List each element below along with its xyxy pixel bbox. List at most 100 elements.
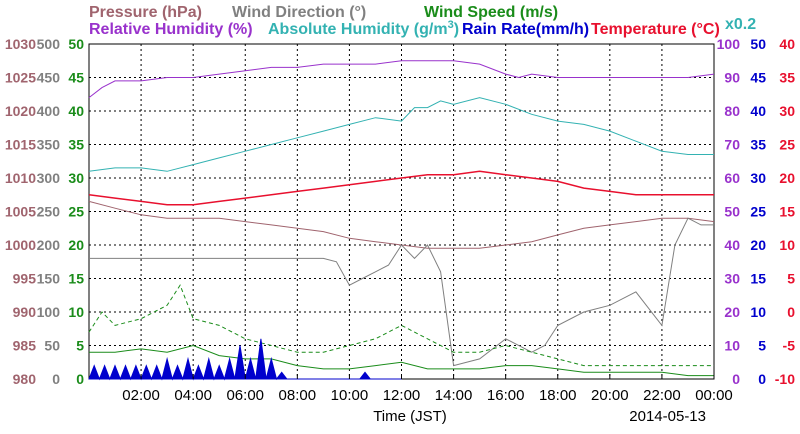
series-temperature	[88, 170, 714, 206]
series-relative-humidity	[88, 60, 715, 98]
y-tick-pressure: 1005	[5, 204, 36, 220]
x-tick-label: 10:00	[331, 387, 369, 404]
y-tick-wind-speed: 45	[68, 70, 84, 86]
y-tick-wind-dir: 300	[37, 170, 61, 186]
y-tick-wind-dir: 150	[37, 271, 61, 287]
y-tick-wind-speed: 35	[68, 137, 84, 153]
y-tick-humidity: 40	[724, 237, 740, 253]
grid-lines	[89, 44, 714, 379]
y-tick-pressure: 985	[13, 338, 37, 354]
axes-layer: 9809859909951000100510101015102010251030…	[5, 36, 795, 404]
y-tick-pressure: 1000	[5, 237, 36, 253]
y-tick-humidity: 10	[724, 338, 740, 354]
y-tick-rain: 15	[750, 271, 766, 287]
x-tick-label: 12:00	[383, 387, 421, 404]
y-tick-temp: 35	[779, 70, 795, 86]
legend: Pressure (hPa) Wind Direction (°) Wind Spe…	[89, 4, 756, 38]
series-wind-speed-gust	[88, 284, 714, 367]
x-tick-label: 18:00	[539, 387, 577, 404]
y-tick-rain: 10	[750, 304, 766, 320]
legend-wind-dir: Wind Direction (°)	[232, 4, 366, 21]
legend-rain: Rain Rate(mm/h)	[462, 21, 589, 38]
y-tick-rain: 0	[758, 371, 766, 387]
x-tick-label: 16:00	[487, 387, 525, 404]
y-tick-rain: 40	[750, 103, 766, 119]
x-tick-label: 04:00	[174, 387, 212, 404]
y-tick-temp: 25	[779, 137, 795, 153]
y-tick-pressure: 1030	[5, 36, 36, 52]
y-tick-pressure: 990	[13, 304, 37, 320]
y-tick-wind-speed: 15	[68, 271, 84, 287]
y-tick-rain: 20	[750, 237, 766, 253]
y-tick-temp: 40	[779, 36, 795, 52]
y-tick-pressure: 980	[13, 371, 37, 387]
y-tick-wind-dir: 450	[37, 70, 61, 86]
absolute-humidity-scale-note: x0.2	[725, 16, 756, 33]
y-tick-wind-speed: 50	[68, 36, 84, 52]
legend-temp: Temperature (°C)	[591, 21, 720, 38]
y-tick-rain: 25	[750, 204, 766, 220]
y-tick-rain: 45	[750, 70, 766, 86]
x-tick-label: 06:00	[226, 387, 264, 404]
y-tick-rain: 50	[750, 36, 766, 52]
y-tick-pressure: 1025	[5, 70, 36, 86]
y-tick-wind-dir: 500	[37, 36, 61, 52]
y-tick-rain: 35	[750, 137, 766, 153]
y-tick-temp: 20	[779, 170, 795, 186]
y-tick-wind-dir: 200	[37, 237, 61, 253]
y-tick-humidity: 50	[724, 204, 740, 220]
date-label: 2014-05-13	[629, 408, 706, 425]
x-tick-label: 00:00	[695, 387, 733, 404]
y-tick-temp: 30	[779, 103, 795, 119]
x-tick-label: 14:00	[435, 387, 473, 404]
y-tick-wind-speed: 40	[68, 103, 84, 119]
x-axis-label: Time (JST)	[373, 408, 447, 425]
series-absolute-humidity	[88, 97, 714, 172]
y-tick-humidity: 90	[724, 70, 740, 86]
legend-rh: Relative Humidity (%)	[89, 21, 253, 38]
series-rain-rate	[88, 338, 402, 381]
y-tick-rain: 30	[750, 170, 766, 186]
y-tick-rain: 5	[758, 338, 766, 354]
y-tick-temp: 5	[787, 271, 795, 287]
y-tick-wind-speed: 20	[68, 237, 84, 253]
y-tick-wind-speed: 0	[76, 371, 84, 387]
series-wind-speed	[89, 344, 714, 377]
y-tick-humidity: 70	[724, 137, 740, 153]
y-tick-wind-speed: 25	[68, 204, 84, 220]
y-tick-wind-dir: 400	[37, 103, 61, 119]
y-tick-wind-speed: 30	[68, 170, 84, 186]
y-tick-temp: -10	[775, 371, 795, 387]
y-tick-wind-speed: 10	[68, 304, 84, 320]
y-tick-temp: 15	[779, 204, 795, 220]
series-layer	[88, 60, 715, 381]
y-tick-wind-dir: 100	[37, 304, 61, 320]
series-wind-direction	[89, 217, 714, 367]
y-tick-wind-dir: 250	[37, 204, 61, 220]
legend-wind-speed: Wind Speed (m/s)	[424, 4, 558, 21]
y-tick-pressure: 1020	[5, 103, 36, 119]
x-tick-label: 08:00	[279, 387, 317, 404]
y-tick-wind-dir: 50	[44, 338, 60, 354]
y-tick-pressure: 1010	[5, 170, 36, 186]
y-tick-humidity: 80	[724, 103, 740, 119]
x-tick-label: 02:00	[122, 387, 160, 404]
legend-pressure: Pressure (hPa)	[89, 4, 202, 21]
x-tick-label: 22:00	[643, 387, 681, 404]
y-tick-humidity: 100	[717, 36, 741, 52]
y-tick-pressure: 1015	[5, 137, 36, 153]
legend-ah: Absolute Humidity (g/m3)	[268, 19, 459, 38]
y-tick-wind-dir: 0	[52, 371, 60, 387]
y-tick-wind-speed: 5	[76, 338, 84, 354]
y-tick-humidity: 30	[724, 271, 740, 287]
y-tick-temp: -5	[783, 338, 796, 354]
y-tick-humidity: 60	[724, 170, 740, 186]
x-tick-label: 20:00	[591, 387, 629, 404]
y-tick-humidity: 20	[724, 304, 740, 320]
y-tick-wind-dir: 350	[37, 137, 61, 153]
y-tick-temp: 10	[779, 237, 795, 253]
y-tick-pressure: 995	[13, 271, 37, 287]
y-tick-humidity: 0	[732, 371, 740, 387]
y-tick-temp: 0	[787, 304, 795, 320]
